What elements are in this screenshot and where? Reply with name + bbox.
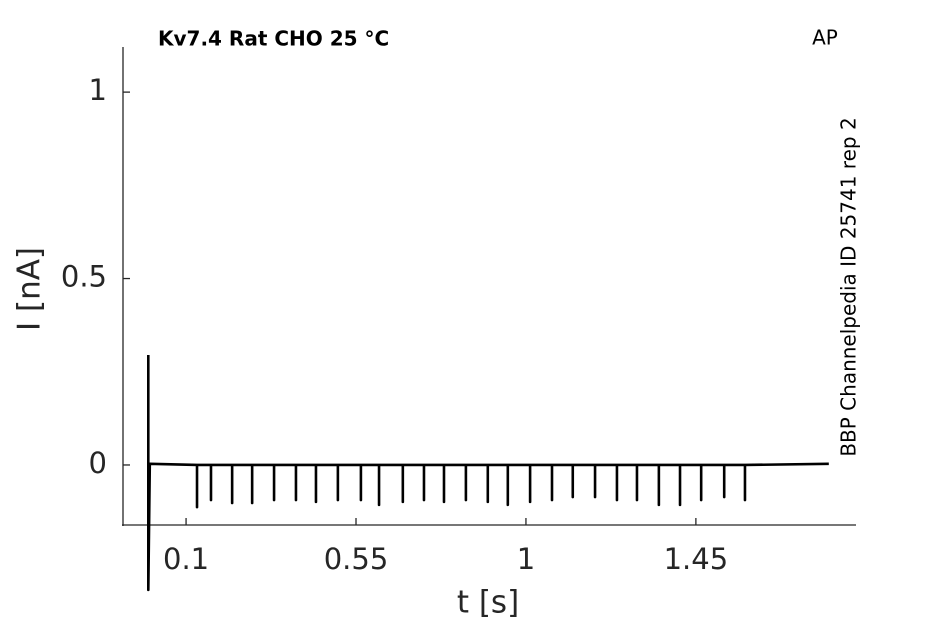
x-axis-label: t [s]: [457, 585, 519, 621]
y-tick-label: 1: [89, 73, 107, 107]
x-tick-label: 1: [517, 542, 535, 576]
chart-title: Kv7.4 Rat CHO 25 °C: [158, 27, 389, 51]
x-tick-label: 0.55: [324, 542, 389, 576]
x-tick-label: 1.45: [664, 542, 729, 576]
y-tick-label: 0.5: [61, 260, 107, 294]
annotation: AP: [812, 26, 838, 50]
x-tick-label: 0.1: [163, 542, 209, 576]
y-tick-label: 0: [89, 446, 107, 480]
trace-line: [147, 354, 829, 592]
y-axis-label: I [nA]: [12, 247, 48, 331]
side-label: BBP Channelpedia ID 25741 rep 2: [837, 117, 861, 456]
